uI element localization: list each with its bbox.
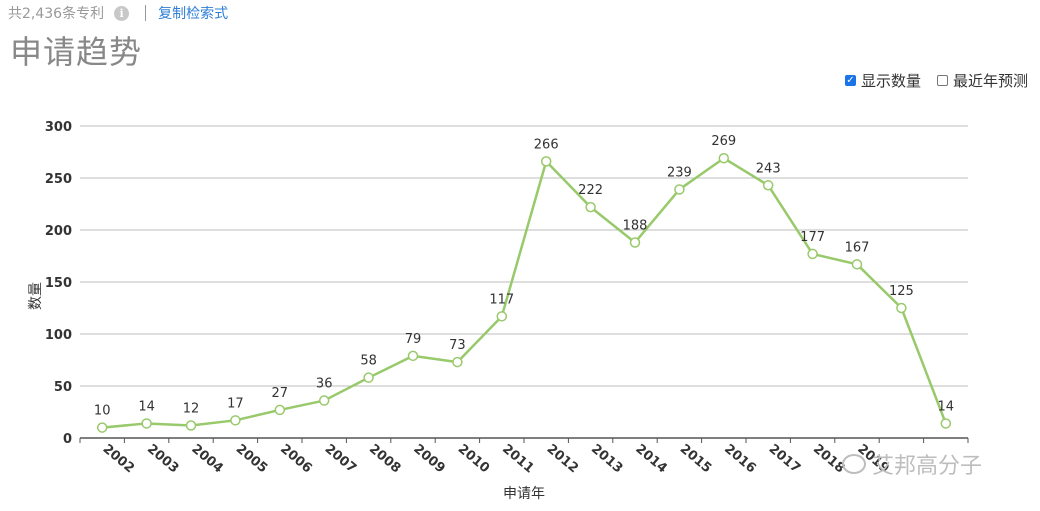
data-label: 79 (405, 332, 422, 347)
x-tick-label: 2009 (410, 442, 447, 477)
y-tick-label: 150 (45, 276, 72, 291)
x-axis-title: 申请年 (503, 486, 545, 502)
show-count-label: 显示数量 (860, 72, 921, 90)
show-count-checkbox[interactable]: ✓ (844, 74, 856, 86)
data-label: 177 (800, 230, 825, 245)
x-tick-label: 2004 (188, 442, 225, 477)
data-label: 14 (938, 399, 955, 414)
data-label: 266 (534, 137, 559, 152)
data-point (896, 302, 907, 314)
data-label: 27 (272, 386, 289, 401)
data-label: 117 (489, 292, 514, 307)
x-tick-label: 2007 (322, 442, 359, 477)
y-tick-label: 50 (54, 380, 72, 395)
x-tick-label: 2012 (544, 442, 581, 477)
y-axis-title: 数量 (28, 282, 44, 310)
x-tick-label: 2017 (766, 442, 803, 477)
data-point (807, 248, 818, 260)
data-label: 243 (756, 161, 781, 176)
data-label: 73 (449, 338, 466, 353)
y-tick-label: 200 (45, 224, 72, 239)
data-point (96, 422, 108, 433)
y-tick-label: 250 (45, 172, 72, 187)
x-tick-label: 2006 (277, 442, 314, 477)
data-label: 17 (227, 396, 244, 411)
data-point (674, 184, 685, 195)
data-point (230, 415, 241, 426)
data-point (407, 350, 419, 362)
divider (145, 5, 147, 21)
watermark: 艾邦高分子 (842, 448, 982, 480)
data-point (718, 152, 730, 164)
data-point (274, 404, 286, 416)
x-tick-label: 2013 (588, 442, 625, 477)
data-point (540, 156, 552, 167)
x-tick-label: 2014 (632, 442, 669, 477)
data-label: 239 (667, 165, 692, 180)
x-tick-label: 2010 (455, 442, 492, 477)
x-tick-label: 2015 (677, 442, 714, 477)
chart-options: ✓ 显示数量 最近年预测 (829, 70, 1028, 91)
data-point (629, 237, 641, 248)
data-label: 269 (711, 134, 736, 149)
series-line (102, 156, 947, 429)
wechat-icon (842, 454, 866, 474)
show-count-option[interactable]: ✓ 显示数量 (844, 70, 921, 91)
forecast-label: 最近年预测 (952, 72, 1028, 90)
y-tick-label: 300 (45, 120, 72, 135)
forecast-option[interactable]: 最近年预测 (936, 70, 1028, 91)
data-point (363, 372, 374, 383)
data-label: 58 (360, 354, 377, 369)
watermark-text: 艾邦高分子 (872, 454, 983, 479)
data-label: 14 (138, 399, 155, 414)
patent-count: 共2,436条专利 (8, 6, 105, 22)
data-label: 188 (623, 218, 648, 233)
data-label: 36 (316, 377, 333, 392)
x-tick-label: 2003 (144, 442, 181, 477)
y-tick-label: 0 (63, 432, 72, 447)
data-point (762, 180, 774, 191)
data-point (940, 418, 952, 429)
data-label: 222 (578, 183, 603, 198)
x-tick-label: 2005 (233, 442, 270, 477)
forecast-checkbox[interactable] (936, 75, 948, 86)
y-tick-label: 100 (45, 328, 72, 343)
data-label: 125 (889, 284, 914, 299)
x-tick-label: 2011 (499, 442, 536, 477)
data-point (141, 418, 152, 429)
x-tick-label: 2002 (100, 442, 137, 477)
data-point (851, 259, 863, 270)
data-label: 12 (183, 402, 200, 417)
x-tick-label: 2016 (721, 442, 758, 477)
data-label: 10 (94, 404, 111, 419)
data-point (496, 311, 508, 322)
data-point (452, 356, 463, 368)
page-title: 申请趋势 (10, 33, 143, 71)
info-icon[interactable]: i (114, 5, 130, 21)
copy-query-link[interactable]: 复制检索式 (158, 6, 229, 22)
x-tick-label: 2008 (366, 442, 403, 477)
data-point (318, 395, 330, 406)
data-point (585, 201, 596, 213)
data-point (185, 420, 197, 431)
header-bar: 共2,436条专利 i 复制检索式 (8, 3, 228, 23)
data-label: 167 (845, 240, 870, 255)
